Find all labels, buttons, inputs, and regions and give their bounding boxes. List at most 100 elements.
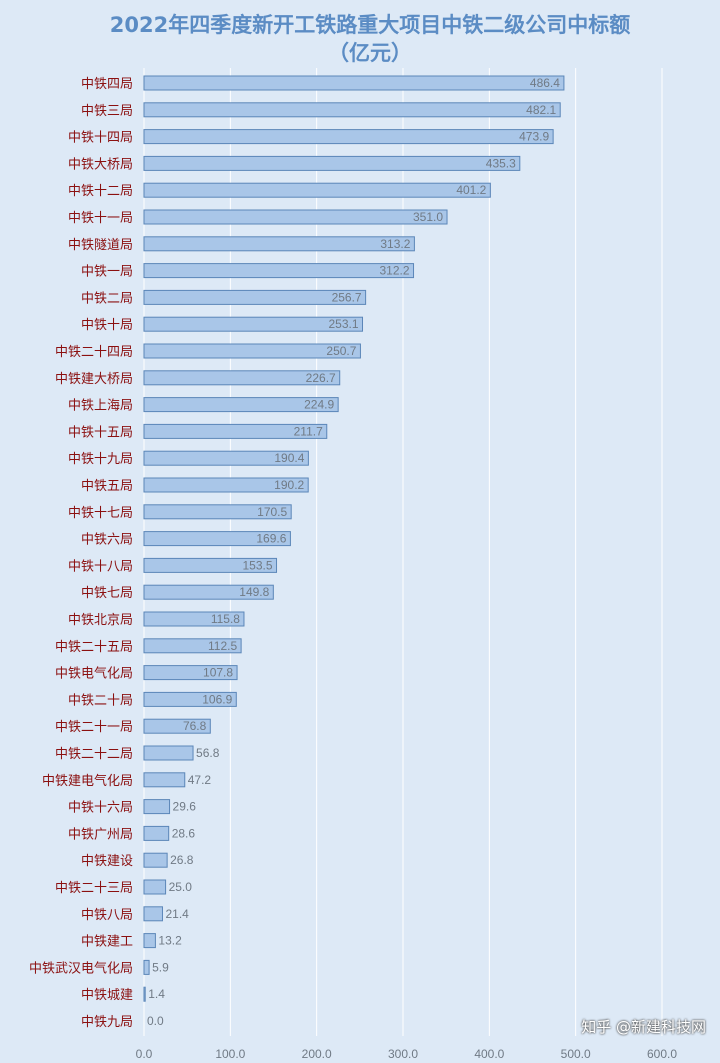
data-label: 211.7 [294,424,323,438]
data-label: 115.8 [211,612,240,626]
data-label: 26.8 [170,853,194,867]
bar [143,129,554,145]
bar [143,450,309,466]
bar [143,504,292,520]
category-label: 中铁二局 [81,291,133,306]
data-label: 351.0 [413,210,443,224]
data-label: 47.2 [188,773,212,787]
bar [143,343,361,359]
chart-title: 2022年四季度新开工铁路重大项目中铁二级公司中标额 [110,13,630,37]
category-label: 中铁一局 [81,265,133,280]
data-label: 482.1 [526,103,556,117]
category-label: 中铁建设 [81,854,133,869]
category-label: 中铁建工 [81,935,133,950]
category-label: 中铁上海局 [68,399,133,414]
data-label: 25.0 [169,880,193,894]
category-label: 中铁十一局 [68,211,133,226]
category-label: 中铁七局 [81,586,133,601]
bar [143,825,170,841]
bar [143,584,274,600]
data-label: 13.2 [158,934,182,948]
data-label: 107.8 [203,666,233,680]
data-label: 5.9 [152,960,169,974]
category-label: 中铁九局 [81,1015,133,1030]
bar [143,155,521,171]
bar [143,638,242,654]
category-label: 中铁十四局 [68,131,133,146]
x-tick-label: 600.0 [647,1047,677,1061]
category-label: 中铁十二局 [68,184,133,199]
bar [143,102,561,118]
data-label: 112.5 [208,639,237,653]
data-label: 250.7 [326,344,356,358]
data-label: 226.7 [306,371,336,385]
category-label: 中铁二十二局 [55,747,133,762]
category-label: 中铁隧道局 [68,237,133,253]
bar [143,263,415,279]
bar [143,772,186,788]
bar [143,611,245,627]
data-label: 253.1 [328,317,358,331]
category-label: 中铁二十局 [68,693,133,708]
bar [143,959,150,975]
category-label: 中铁建大桥局 [55,372,133,387]
data-label: 313.2 [380,237,410,251]
category-label: 中铁三局 [81,104,133,119]
bar [143,557,278,573]
bar [143,691,237,707]
category-label: 中铁广州局 [68,827,133,842]
grid-lines [143,68,663,1036]
x-tick-label: 100.0 [215,1047,245,1061]
category-label: 中铁北京局 [68,613,133,628]
data-label: 473.9 [519,130,549,144]
category-label: 中铁建电气化局 [42,773,133,789]
data-label: 0.0 [147,1014,164,1028]
chart-subtitle: （亿元） [328,41,412,65]
bar [143,209,448,225]
data-label: 401.2 [456,183,486,197]
data-label: 21.4 [165,907,189,921]
bar [143,75,565,91]
category-label: 中铁城建 [81,988,133,1003]
category-label: 中铁十八局 [68,559,133,574]
data-label: 169.6 [256,532,286,546]
bar [143,745,194,761]
category-label: 中铁八局 [81,908,133,923]
bar [143,289,367,305]
data-label: 76.8 [183,719,207,733]
data-label: 256.7 [332,290,362,304]
category-label: 中铁大桥局 [68,157,133,172]
bar [143,986,146,1002]
data-label: 170.5 [257,505,287,519]
category-label: 中铁十五局 [68,425,133,440]
category-label: 中铁十六局 [68,801,133,816]
bar [143,879,167,895]
bar [143,370,341,386]
data-label: 435.3 [486,156,516,170]
data-label: 106.9 [202,692,232,706]
category-label: 中铁四局 [81,77,133,92]
data-label: 486.4 [530,76,560,90]
bar [143,397,339,413]
category-label: 中铁二十四局 [55,345,133,360]
x-tick-label: 200.0 [302,1047,332,1061]
watermark-text: 知乎 @新建科技网 [581,1018,706,1036]
data-label: 29.6 [173,800,197,814]
bar [143,531,291,547]
bars [143,75,565,1002]
bar [143,933,156,949]
data-label: 153.5 [242,558,272,572]
bar [143,236,415,252]
category-label: 中铁十局 [81,318,133,333]
x-tick-label: 500.0 [561,1047,591,1061]
bar [143,423,328,439]
bar [143,906,163,922]
data-label: 190.2 [274,478,304,492]
category-label: 中铁武汉电气化局 [29,960,133,976]
data-label: 190.4 [274,451,304,465]
category-label: 中铁十七局 [68,506,133,521]
x-axis-tick-labels: 0.0 100.0 200.0 300.0 400.0 500.0 600.0 [136,1047,678,1061]
